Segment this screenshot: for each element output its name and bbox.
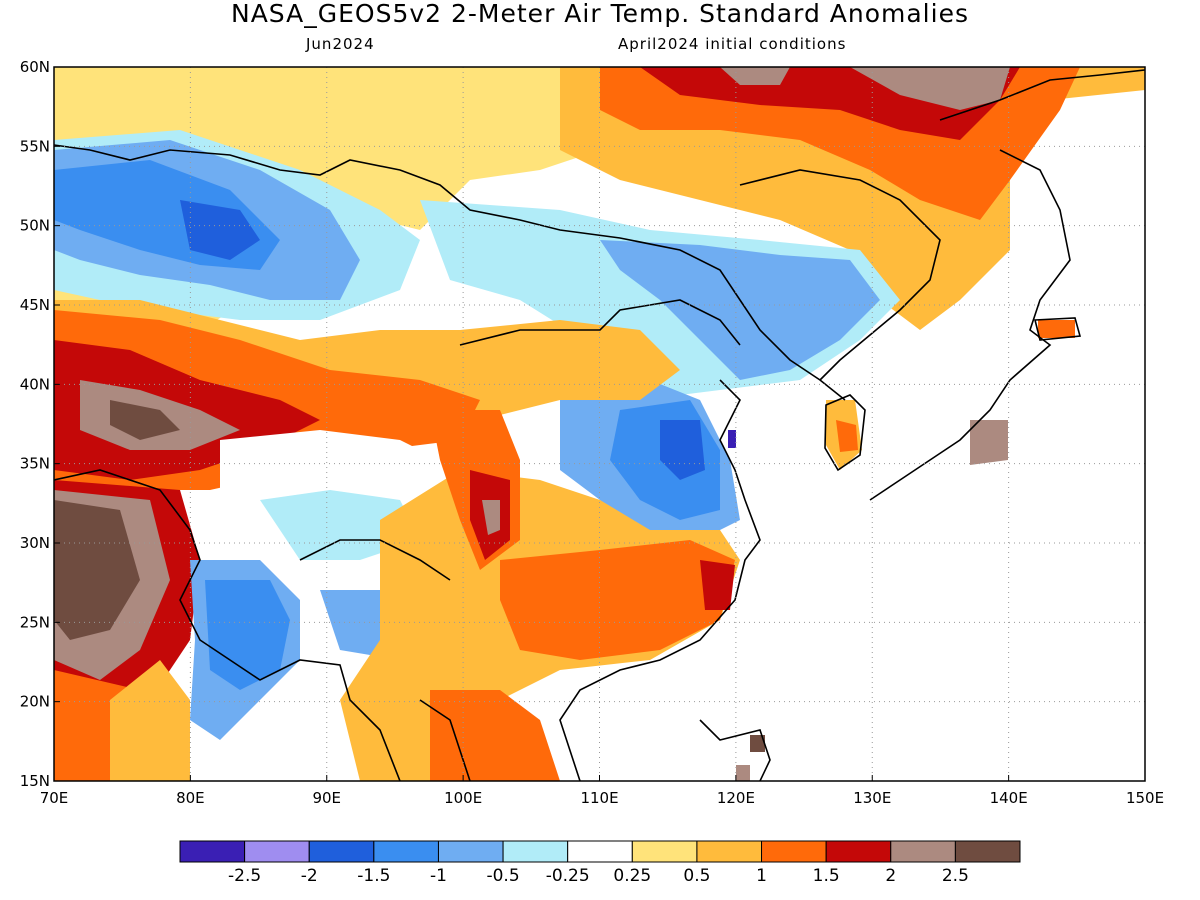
region-extreme-japan [970, 420, 1008, 465]
region-very-hot-south-china [700, 560, 735, 610]
colorbar-label: -2.5 [228, 866, 261, 886]
colorbar-label: -0.25 [546, 866, 590, 886]
anomaly-field [54, 67, 1145, 781]
colorbar-label: 1 [756, 866, 767, 886]
region-deep-cold-coast [728, 430, 736, 448]
grid-lines [54, 67, 1145, 781]
colorbar-label: -1 [430, 866, 447, 886]
colorbar: -2.5 -2 -1.5 -1 -0.5 -0.25 0.25 0.5 1 1.5 2 2.5 [179, 840, 1021, 886]
lat-tick-label: 55N [20, 137, 50, 155]
region-extreme-sichuan [482, 500, 500, 535]
colorbar-label: 2.5 [942, 866, 969, 886]
colorbar-swatch [761, 840, 827, 863]
initial-conditions: April2024 initial conditions [618, 35, 847, 53]
latitude-ticks: 60N 55N 50N 45N 40N 35N 30N 25N 20N 15N [20, 58, 60, 790]
colorbar-label: 2 [885, 866, 896, 886]
longitude-ticks: 70E 80E 90E 100E 110E 120E 130E 140E 150E [40, 775, 1164, 807]
region-warm-india-coast [110, 660, 190, 781]
lat-tick-label: 20N [20, 693, 50, 711]
colorbar-swatch [308, 840, 375, 863]
lon-tick-label: 130E [853, 789, 891, 807]
lat-tick-label: 60N [20, 58, 50, 76]
region-extreme-philippines [736, 765, 750, 781]
colorbar-swatch [825, 840, 892, 863]
colorbar-swatch [631, 840, 698, 863]
map-title: NASA_GEOS5v2 2-Meter Air Temp. Standard … [231, 0, 969, 28]
lat-tick-label: 30N [20, 534, 50, 552]
colorbar-swatch [890, 840, 956, 863]
lon-tick-label: 80E [176, 789, 205, 807]
colorbar-label: 0.25 [613, 866, 651, 886]
region-hot-hokkaido [1038, 320, 1075, 338]
colorbar-swatch [954, 840, 1021, 863]
region-colder-central-india [205, 580, 290, 690]
colorbar-swatch [502, 840, 569, 863]
region-hot-korea [836, 420, 858, 452]
lon-tick-label: 150E [1126, 789, 1164, 807]
colorbar-swatch [179, 840, 246, 863]
lon-tick-label: 110E [580, 789, 618, 807]
region-record-india [54, 500, 140, 640]
lon-tick-label: 90E [312, 789, 341, 807]
forecast-month: Jun2024 [306, 35, 375, 53]
lat-tick-label: 15N [20, 772, 50, 790]
colorbar-label: -2 [301, 866, 318, 886]
lat-tick-label: 50N [20, 217, 50, 235]
region-extreme-northeast [720, 67, 1010, 110]
colorbar-swatch [696, 840, 763, 863]
colorbar-label: -1.5 [357, 866, 390, 886]
region-extreme-taiwan [750, 735, 765, 752]
region-coldest-northwest [180, 200, 260, 260]
lat-tick-label: 35N [20, 455, 50, 473]
lon-tick-label: 70E [40, 789, 69, 807]
colorbar-swatch [244, 840, 310, 863]
region-record-central [110, 400, 180, 440]
lon-tick-label: 100E [444, 789, 482, 807]
colorbar-swatch [567, 840, 633, 863]
lat-tick-label: 40N [20, 375, 50, 393]
region-cooler-north-china [600, 240, 880, 380]
lat-tick-label: 25N [20, 613, 50, 631]
colorbar-swatch [373, 840, 439, 863]
region-hot-south-china [500, 540, 735, 660]
colorbar-label: 0.5 [683, 866, 710, 886]
colorbar-label: 1.5 [813, 866, 840, 886]
colorbar-label: -0.5 [486, 866, 519, 886]
colorbar-swatch [437, 840, 504, 863]
coastlines [54, 69, 1145, 781]
lon-tick-label: 120E [717, 789, 755, 807]
lat-tick-label: 45N [20, 296, 50, 314]
region-coldest-east-china [660, 420, 705, 480]
lon-tick-label: 140E [990, 789, 1028, 807]
